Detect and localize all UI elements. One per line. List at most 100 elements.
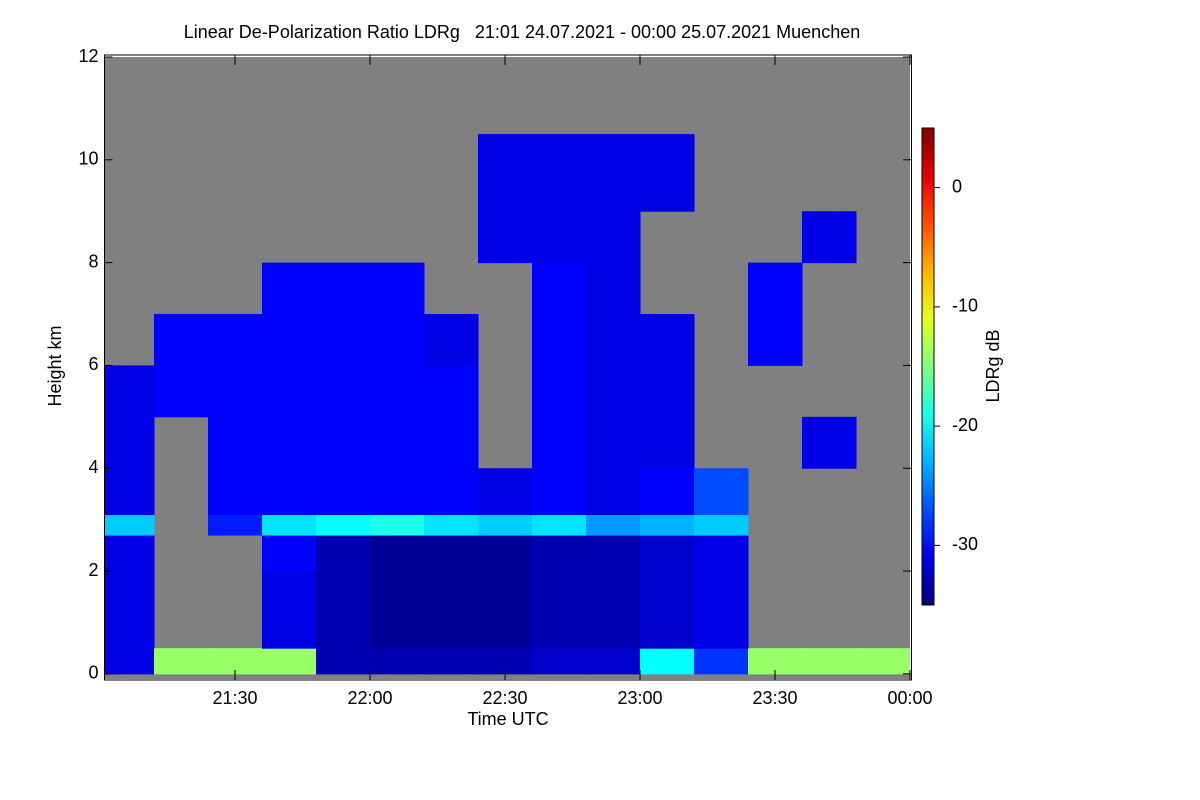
heatmap-cell — [104, 648, 155, 675]
heatmap-cell — [315, 365, 371, 418]
heatmap-cell — [153, 314, 209, 366]
heatmap-cell — [261, 514, 317, 536]
heatmap-cell — [585, 365, 641, 418]
heatmap-cell — [153, 648, 209, 675]
x-tick-label: 00:00 — [887, 688, 932, 708]
heatmap-cell — [104, 571, 155, 649]
heatmap-cell — [531, 211, 587, 264]
heatmap-cell — [315, 416, 371, 469]
heatmap-cell — [531, 314, 587, 366]
x-tick-label: 22:30 — [482, 688, 527, 708]
heatmap-cell — [423, 314, 479, 366]
heatmap-cell — [369, 262, 425, 315]
heatmap-cell — [531, 535, 587, 572]
heatmap-cell — [369, 314, 425, 366]
heatmap-cell — [369, 571, 425, 649]
heatmap-cell — [477, 468, 533, 516]
heatmap-cell — [747, 314, 803, 366]
heatmap-cell — [585, 535, 641, 572]
y-tick-label: 0 — [88, 663, 98, 683]
heatmap-cell — [207, 416, 263, 469]
plot-frame — [104, 54, 912, 681]
heatmap-cell — [315, 648, 371, 675]
heatmap-cell — [693, 468, 749, 516]
heatmap-cell — [477, 648, 533, 675]
colorbar-tick-label: -30 — [952, 534, 978, 554]
heatmap-cell — [585, 648, 641, 675]
heatmap-cell — [207, 365, 263, 418]
heatmap-cell — [693, 648, 749, 675]
colorbar-tick-label: -10 — [952, 296, 978, 316]
heatmap-cell — [369, 648, 425, 675]
y-tick-label: 12 — [78, 46, 98, 66]
x-tick-label: 22:00 — [347, 688, 392, 708]
heatmap-cell — [639, 535, 695, 572]
heatmap-cell — [477, 571, 533, 649]
heatmap-cell — [207, 314, 263, 366]
heatmap-cell — [423, 365, 479, 418]
heatmap-cell — [585, 134, 641, 212]
x-tick-label: 21:30 — [212, 688, 257, 708]
heatmap-cell — [639, 468, 695, 516]
heatmap-cell — [747, 262, 803, 315]
heatmap-cell — [261, 416, 317, 469]
heatmap-cell — [207, 514, 263, 536]
heatmap-cell — [369, 468, 425, 516]
heatmap-cell — [639, 134, 695, 212]
chart-title: Linear De-Polarization Ratio LDRg 21:01 … — [184, 22, 860, 42]
heatmap-cell — [207, 468, 263, 516]
heatmap-cell — [477, 535, 533, 572]
y-tick-label: 10 — [78, 149, 98, 169]
heatmap-cell — [747, 648, 803, 675]
y-axis-label: Height km — [45, 325, 65, 406]
heatmap-cell — [585, 514, 641, 536]
heatmap-cell — [477, 211, 533, 264]
heatmap-cell — [104, 365, 155, 418]
heatmap-cell — [585, 468, 641, 516]
heatmap-cell — [639, 365, 695, 418]
heatmap-cell — [585, 262, 641, 315]
heatmap-cell — [423, 535, 479, 572]
colorbar-label: LDRg dB — [983, 329, 1003, 402]
heatmap-cell — [693, 535, 749, 572]
heatmap-cell — [315, 571, 371, 649]
heatmap-cell — [639, 648, 695, 675]
heatmap-cell — [639, 571, 695, 649]
heatmap-cell — [585, 211, 641, 264]
heatmap-cell — [207, 648, 263, 675]
colorbar — [921, 127, 935, 606]
heatmap-cell — [104, 468, 155, 516]
x-tick-label: 23:30 — [752, 688, 797, 708]
heatmap-cell — [261, 262, 317, 315]
heatmap-cell — [315, 468, 371, 516]
heatmap-cell — [585, 571, 641, 649]
heatmap-cell — [639, 514, 695, 536]
heatmap-cell — [369, 514, 425, 536]
heatmap-cell — [639, 314, 695, 366]
heatmap-cell — [531, 416, 587, 469]
heatmap-cell — [423, 468, 479, 516]
heatmap-cell — [315, 314, 371, 366]
heatmap-cell — [801, 416, 857, 469]
heatmap-cell — [261, 535, 317, 572]
heatmap-cell — [531, 365, 587, 418]
heatmap-cell — [531, 648, 587, 675]
heatmap-cell — [639, 416, 695, 469]
heatmap-cell — [104, 416, 155, 469]
heatmap-cell — [531, 468, 587, 516]
heatmap-cell — [477, 514, 533, 536]
x-tick-label: 23:00 — [617, 688, 662, 708]
x-axis-label: Time UTC — [467, 709, 548, 729]
y-tick-label: 8 — [88, 251, 98, 271]
heatmap-cell — [153, 365, 209, 418]
heatmap-cell — [801, 211, 857, 264]
heatmap-cell — [369, 535, 425, 572]
heatmap-cell — [585, 314, 641, 366]
heatmap-cell — [531, 514, 587, 536]
heatmap-cell — [261, 468, 317, 516]
heatmap-cell — [693, 514, 749, 536]
heatmap-cell — [261, 648, 317, 675]
heatmap-cell — [477, 134, 533, 212]
heatmap-cell — [585, 416, 641, 469]
